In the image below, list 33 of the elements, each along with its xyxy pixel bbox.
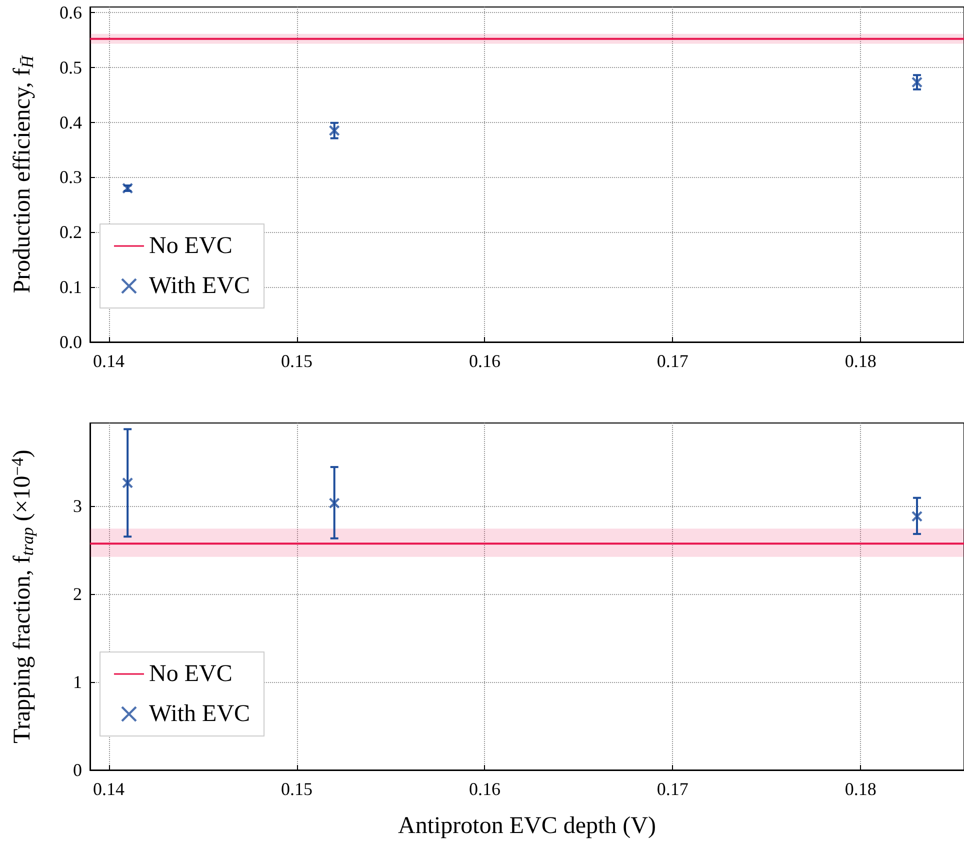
legend-label: No EVC <box>149 233 232 259</box>
point <box>328 124 340 136</box>
x-tick-label: 0.18 <box>844 351 876 371</box>
x-tick-label: 0.18 <box>844 779 876 799</box>
x-tick-label: 0.17 <box>656 351 688 371</box>
x-tick-label: 0.17 <box>656 779 688 799</box>
y-tick-label: 2 <box>73 584 82 604</box>
x-tick-label: 0.15 <box>281 779 313 799</box>
y-tick-label: 0.3 <box>60 167 82 188</box>
x-tick-label: 0.16 <box>468 779 500 799</box>
y-tick-label: 0.4 <box>60 112 82 132</box>
legend-label: With EVC <box>149 701 250 727</box>
y-tick-label: 1 <box>73 672 82 692</box>
point <box>122 477 134 488</box>
point <box>911 76 923 88</box>
y-tick-label: 3 <box>73 496 82 516</box>
point <box>911 510 923 522</box>
x-tick-label: 0.15 <box>281 351 313 371</box>
y-tick-label: 0 <box>73 760 82 780</box>
x-axis-title: Antiproton EVC depth (V) <box>398 813 656 839</box>
x-tick-label: 0.16 <box>468 351 500 371</box>
y-tick-label: 0.1 <box>60 277 82 298</box>
y-axis-title: Trapping fraction, ftrap (×10−4) <box>8 450 37 744</box>
x-tick-label: 0.14 <box>93 779 125 799</box>
y-tick-label: 0.2 <box>60 222 82 242</box>
y-tick-label: 0.0 <box>60 332 82 352</box>
y-axis-title: Production efficiency, fH̄ <box>10 54 37 294</box>
legend-label: No EVC <box>149 661 232 687</box>
legend-label: With EVC <box>149 273 250 299</box>
point <box>328 498 340 509</box>
y-tick-label: 0.5 <box>60 57 82 78</box>
x-tick-label: 0.14 <box>93 351 125 371</box>
y-tick-label: 0.6 <box>60 2 82 22</box>
